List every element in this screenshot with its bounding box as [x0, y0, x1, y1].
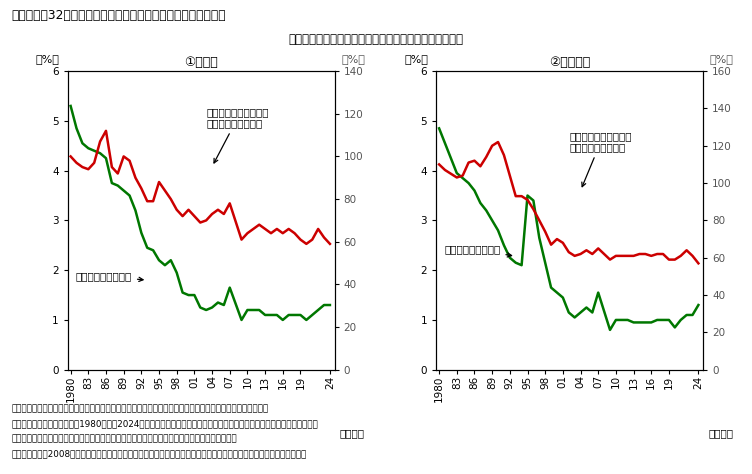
Text: 設備投資キャッシュフ
ロー比率（目盛右）: 設備投資キャッシュフ ロー比率（目盛右）: [207, 107, 269, 163]
Text: （備考）　１．財務省「四半期別法人企業統計」、内閣府「企業行動に関するアンケート調査」により作成。: （備考） １．財務省「四半期別法人企業統計」、内閣府「企業行動に関するアンケート…: [11, 404, 268, 413]
Text: 期待成長率（実質）: 期待成長率（実質）: [444, 244, 511, 257]
Text: （%）: （%）: [35, 54, 59, 64]
Text: （年度）: （年度）: [340, 428, 365, 438]
Text: おける「今後５年間の見通し」の年度平均値。設備投資はソフトウェアを含む。: おける「今後５年間の見通し」の年度平均値。設備投資はソフトウェアを含む。: [11, 434, 237, 443]
Text: 第１－１－32図　設備投資キャッシュフロー比率と期待成長率: 第１－１－32図 設備投資キャッシュフロー比率と期待成長率: [11, 9, 226, 22]
Text: （%）: （%）: [404, 54, 428, 64]
Text: 企業の投資性向の回復には、期待成長率の引上げが重要: 企業の投資性向の回復には、期待成長率の引上げが重要: [289, 33, 463, 46]
Text: （%）: （%）: [710, 54, 734, 64]
Text: 設備投資キャッシュフ
ロー比率（目盛右）: 設備投資キャッシュフ ロー比率（目盛右）: [570, 131, 632, 187]
Text: （%）: （%）: [341, 54, 365, 64]
Title: ①製造業: ①製造業: [184, 55, 218, 69]
Text: （年度）: （年度）: [708, 428, 733, 438]
Text: ３．2008年度については、リース会計基準の反映による特殊要因の影響がみられるためデータに含めていない: ３．2008年度については、リース会計基準の反映による特殊要因の影響がみられるた…: [11, 449, 307, 458]
Title: ②非製造業: ②非製造業: [549, 55, 590, 69]
Text: ２．データ期間は1980年度〜2024年度。ただし、我が国経済の実質期待成長率については、前年度調査結果に: ２．データ期間は1980年度〜2024年度。ただし、我が国経済の実質期待成長率に…: [11, 419, 318, 428]
Text: 期待成長率（実質）: 期待成長率（実質）: [76, 271, 143, 282]
